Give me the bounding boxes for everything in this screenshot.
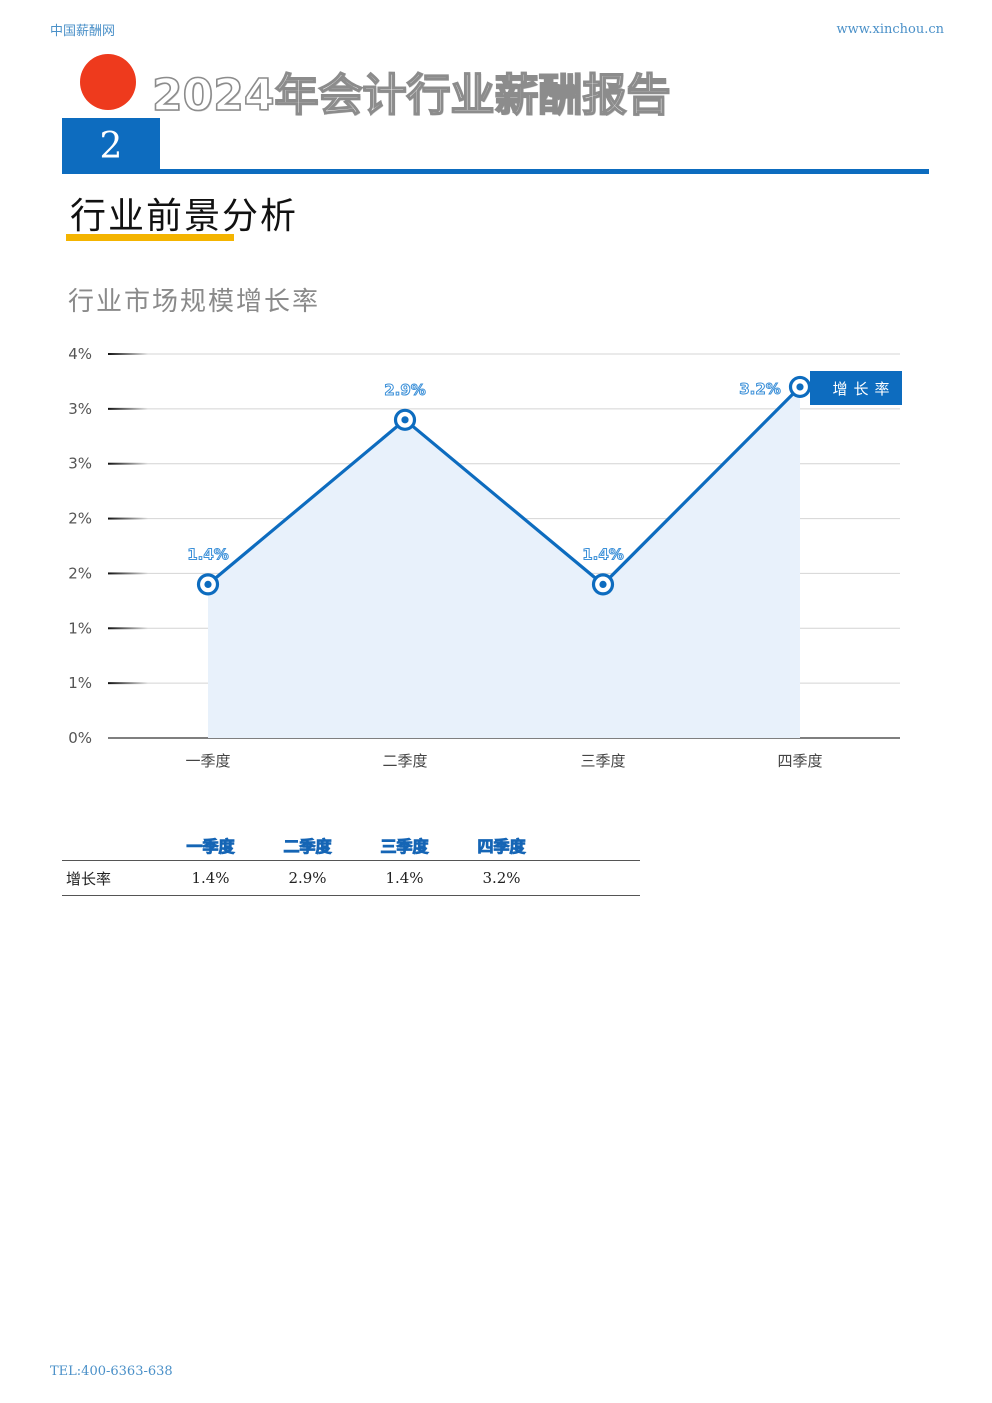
area-fill	[208, 386, 800, 738]
footer-tel: TEL:400-6363-638	[50, 1364, 173, 1379]
table-corner	[62, 830, 162, 861]
data-point-center	[796, 383, 804, 391]
legend-label: 增长率	[832, 380, 895, 398]
chart-area-fill	[208, 386, 800, 738]
table-cell-q3: 1.4%	[385, 869, 424, 887]
y-tick-mark	[108, 627, 148, 630]
table-row: 增长率 1.4% 2.9% 1.4% 3.2%	[62, 861, 640, 896]
table-cell-q1: 1.4%	[191, 869, 230, 887]
table-cell-q2: 2.9%	[288, 869, 327, 887]
red-dot-decoration	[80, 54, 136, 110]
x-tick-label: 二季度	[382, 752, 427, 770]
y-tick-label: 3%	[68, 455, 92, 473]
table-row-label: 增长率	[66, 869, 112, 888]
site-url: www.xinchou.cn	[836, 22, 944, 37]
table-header-q2: 二季度	[283, 837, 332, 857]
data-label: 1.4%	[187, 545, 229, 563]
data-label: 3.2%	[739, 380, 781, 398]
y-tick-label: 1%	[68, 674, 92, 692]
data-label: 1.4%	[582, 545, 624, 563]
y-tick-mark	[108, 517, 148, 520]
y-tick-mark	[108, 682, 148, 685]
data-label: 2.9%	[384, 381, 426, 399]
header-divider	[62, 169, 929, 174]
y-tick-label: 0%	[68, 729, 92, 747]
section-title-underline	[66, 234, 234, 241]
y-tick-label: 2%	[68, 510, 92, 528]
growth-rate-line-chart: 0%1%1%2%2%3%3%4%一季度 二季度 三季度 四季度 1.4%2.9%1.4…	[68, 345, 902, 770]
chart-labels: 1.4% 2.9% 1.4% 3.2%	[187, 379, 782, 563]
chapter-number: 2	[62, 118, 160, 172]
chart-points	[196, 375, 812, 596]
y-tick-label: 2%	[68, 564, 92, 582]
table-header-q3: 三季度	[380, 837, 429, 857]
table-header-row: 一季度 二季度 三季度 四季度	[62, 830, 640, 861]
x-tick-label: 四季度	[777, 752, 822, 770]
y-tick-mark	[108, 407, 148, 410]
series-line	[206, 385, 802, 587]
y-tick-label: 3%	[68, 400, 92, 418]
y-tick-mark	[108, 353, 148, 355]
site-name: 中国薪酬网	[50, 24, 116, 39]
table-header-spacer	[550, 830, 640, 861]
table-cell-q4: 3.2%	[482, 869, 521, 887]
table-cell-spacer	[550, 861, 640, 896]
x-tick-label: 三季度	[580, 752, 625, 770]
legend-box	[810, 371, 902, 405]
chart-title: 行业市场规模增长率	[68, 287, 321, 317]
data-point-center	[204, 580, 212, 589]
table-header-q1: 一季度	[186, 837, 235, 857]
report-title: 2024年会计行业薪酬报告	[151, 69, 671, 122]
data-table: 一季度 二季度 三季度 四季度 增长率 1.4% 2.9% 1.4% 3.2%	[62, 830, 640, 896]
y-tick-label: 4%	[68, 345, 92, 363]
y-tick-mark	[108, 572, 148, 575]
chart-series-line	[206, 385, 802, 587]
data-point-center	[401, 416, 409, 424]
chart-legend: 增长率	[810, 371, 902, 405]
data-point-center	[599, 580, 607, 589]
table-header-q4: 四季度	[477, 837, 526, 857]
y-tick-label: 1%	[68, 619, 92, 637]
section-title: 行业前景分析	[70, 196, 299, 237]
y-tick-mark	[108, 462, 148, 465]
x-tick-label: 一季度	[185, 752, 230, 770]
